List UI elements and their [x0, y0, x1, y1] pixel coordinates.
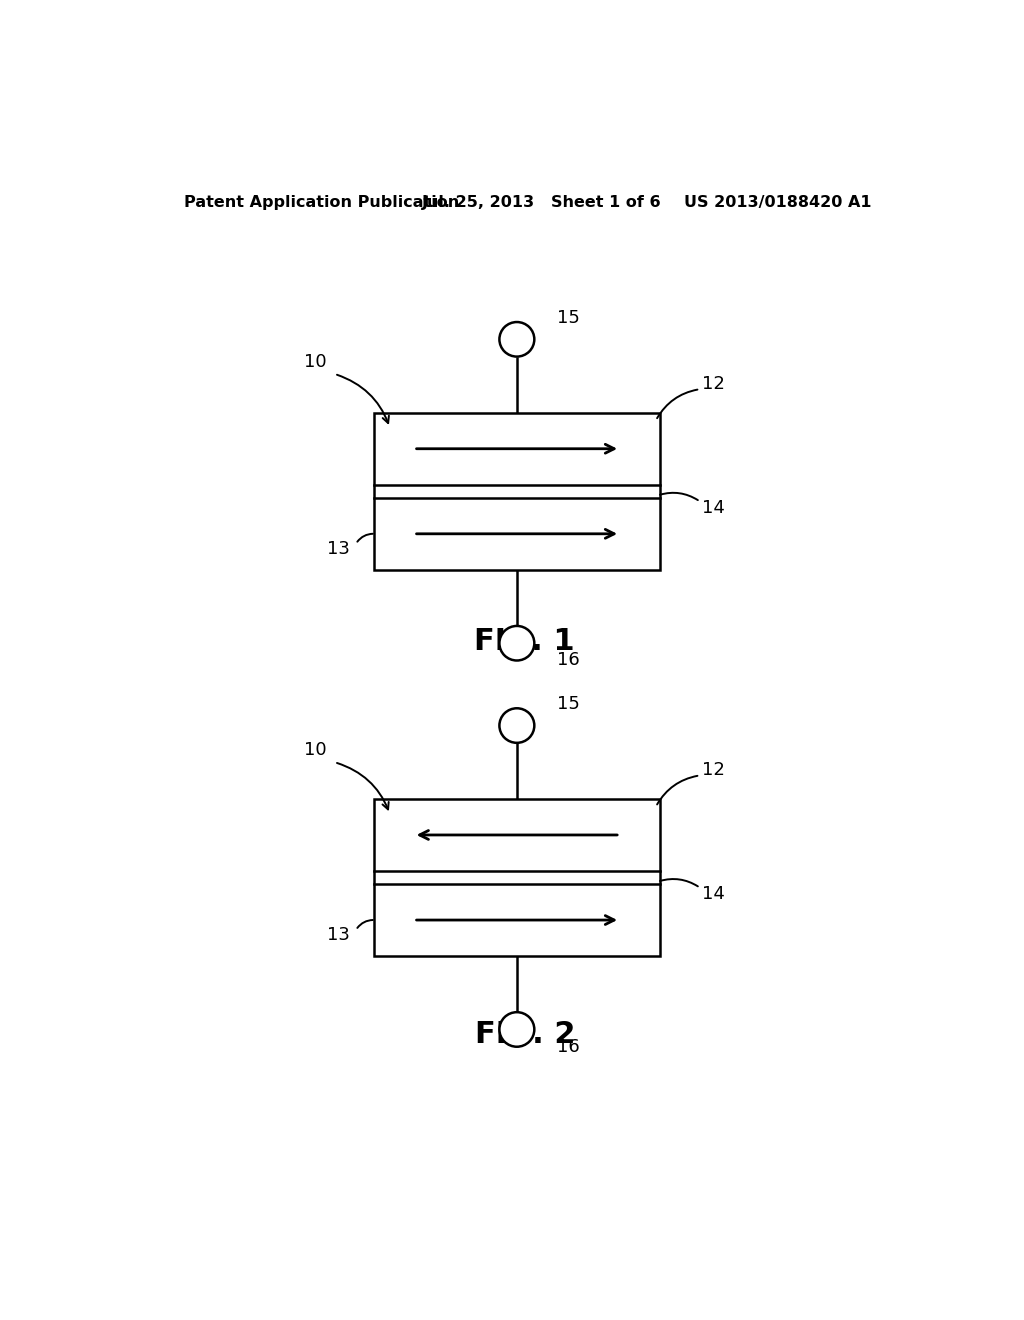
- Text: 14: 14: [701, 499, 725, 516]
- Ellipse shape: [500, 1012, 535, 1047]
- Text: 16: 16: [557, 1038, 580, 1056]
- Ellipse shape: [500, 322, 535, 356]
- Text: 14: 14: [701, 884, 725, 903]
- Text: 13: 13: [328, 540, 350, 558]
- Text: FIG. 1: FIG. 1: [474, 627, 575, 656]
- Text: 12: 12: [701, 375, 725, 393]
- Text: US 2013/0188420 A1: US 2013/0188420 A1: [684, 195, 871, 210]
- Text: 13: 13: [328, 927, 350, 944]
- Ellipse shape: [500, 626, 535, 660]
- Text: 16: 16: [557, 651, 580, 669]
- Bar: [374, 413, 659, 570]
- Bar: [374, 799, 659, 956]
- Text: 15: 15: [557, 696, 580, 713]
- Text: 10: 10: [304, 741, 327, 759]
- Text: 15: 15: [557, 309, 580, 327]
- Text: 12: 12: [701, 762, 725, 779]
- Text: FIG. 2: FIG. 2: [474, 1020, 575, 1049]
- Text: Patent Application Publication: Patent Application Publication: [183, 195, 459, 210]
- Text: 10: 10: [304, 352, 327, 371]
- Text: Jul. 25, 2013   Sheet 1 of 6: Jul. 25, 2013 Sheet 1 of 6: [422, 195, 662, 210]
- Ellipse shape: [500, 709, 535, 743]
